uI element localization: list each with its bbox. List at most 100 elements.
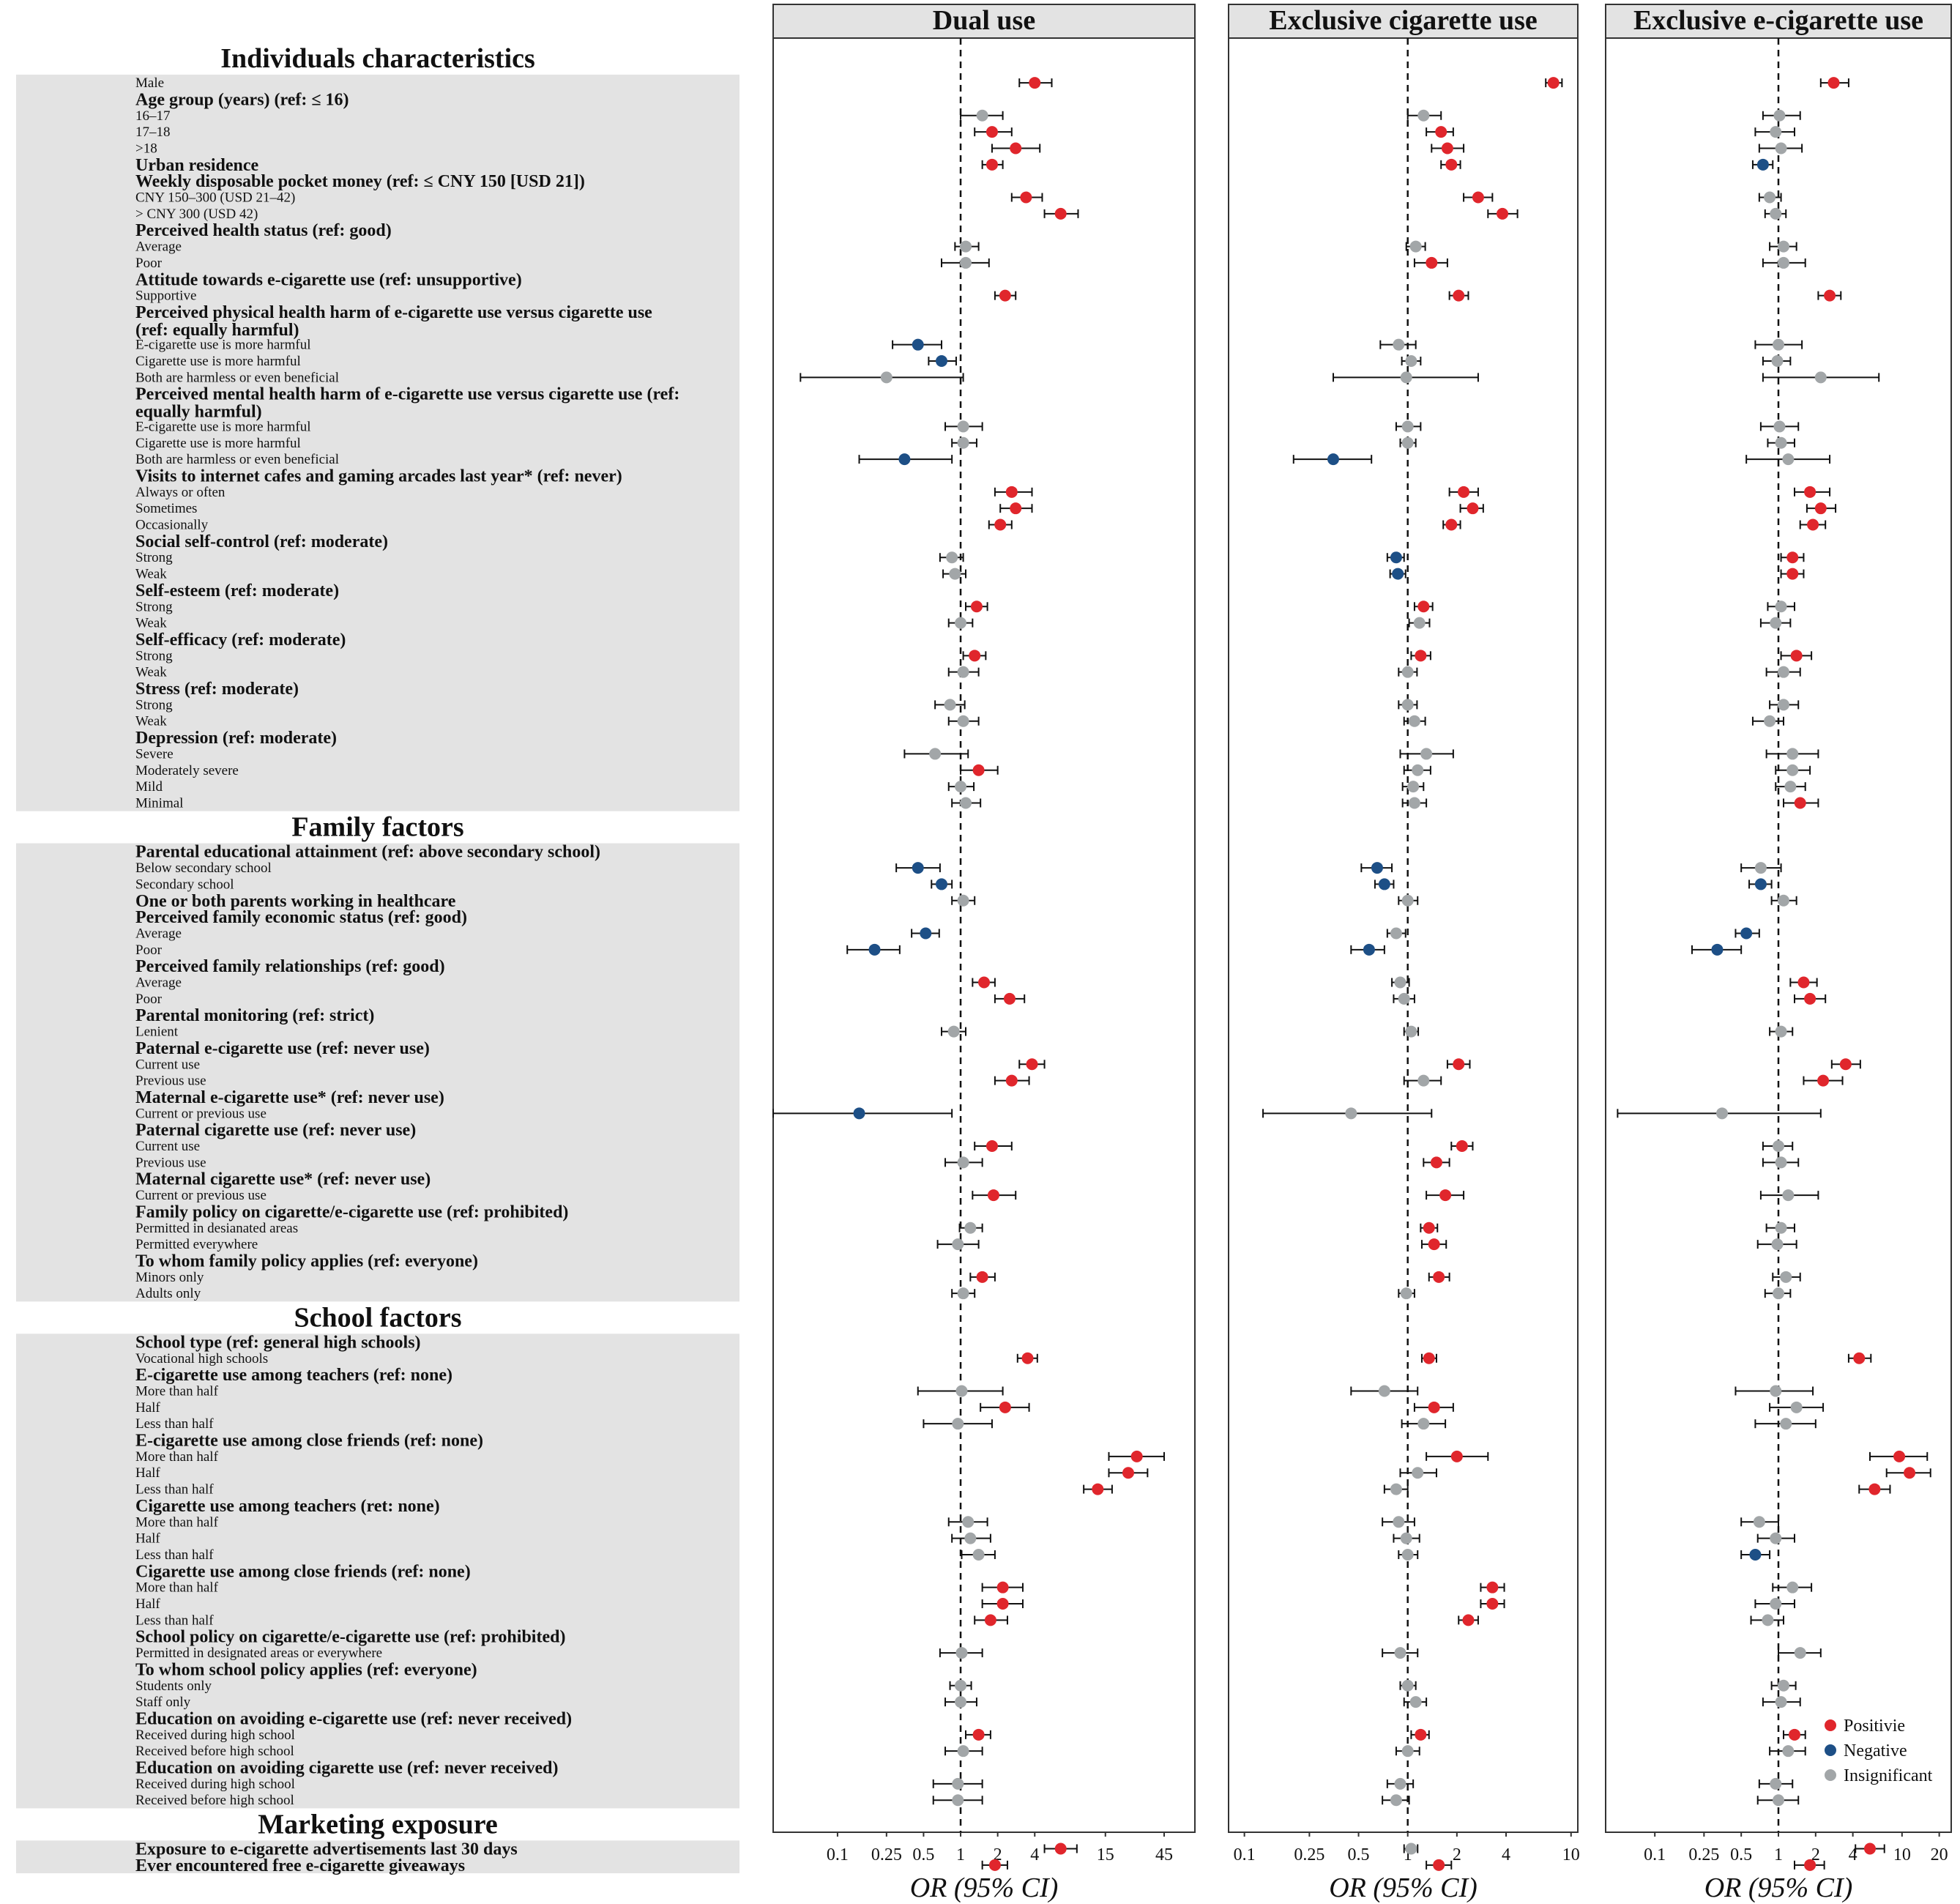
row-label: Received before high school — [135, 1744, 294, 1759]
or-point — [1445, 158, 1458, 171]
x-tick-label: 0.25 — [1294, 1845, 1324, 1864]
or-point — [929, 748, 942, 760]
or-point — [1775, 1696, 1787, 1708]
or-point — [1401, 1679, 1414, 1692]
or-point — [920, 927, 932, 940]
legend-swatch — [1825, 1719, 1836, 1731]
or-point — [1775, 1156, 1787, 1169]
row-label: Below secondary school — [135, 860, 272, 876]
row-label: Strong — [135, 599, 173, 614]
or-point — [1797, 976, 1810, 989]
row-header-label: Exposure to e-cigarette advertisements l… — [135, 1840, 518, 1859]
or-point — [957, 1745, 969, 1758]
or-point — [955, 781, 967, 793]
section-background — [16, 843, 739, 1302]
or-point — [1773, 1140, 1784, 1153]
x-tick-label: 10 — [1893, 1845, 1911, 1864]
or-point — [1853, 1352, 1866, 1364]
or-point — [970, 600, 983, 613]
or-point — [985, 126, 998, 138]
or-point — [1054, 1842, 1067, 1855]
row-label: Both are harmless or even beneficial — [135, 452, 339, 467]
row-label: Cigarette use is more harmful — [135, 354, 301, 369]
row-label: Poor — [135, 942, 163, 958]
or-point — [988, 1859, 1001, 1871]
row-label: Moderately severe — [135, 763, 239, 778]
or-point — [959, 256, 972, 269]
or-point — [972, 1548, 985, 1561]
or-point — [1786, 551, 1799, 564]
or-point — [1398, 992, 1410, 1005]
panel-frame — [1228, 37, 1579, 1833]
or-point — [1005, 486, 1018, 498]
row-label: >18 — [135, 141, 157, 156]
or-point — [1400, 1287, 1412, 1300]
row-label: Supportive — [135, 289, 196, 304]
row-header-label: Depression (ref: moderate) — [135, 729, 337, 748]
row-header-label: Family policy on cigarette/e-cigarette u… — [135, 1202, 568, 1221]
panel-frame — [772, 37, 1196, 1833]
row-label: Lenient — [135, 1024, 179, 1040]
or-point — [959, 797, 972, 809]
or-point — [1003, 992, 1016, 1005]
or-point — [1433, 1271, 1445, 1283]
or-point — [1790, 1401, 1803, 1413]
or-point — [1777, 894, 1789, 907]
row-label: Half — [135, 1465, 160, 1481]
or-point — [1782, 1745, 1795, 1758]
or-point — [1770, 207, 1782, 220]
row-header-label: Cigarette use among teachers (ret: none) — [135, 1497, 440, 1516]
or-point — [1486, 1581, 1499, 1594]
or-point — [1777, 240, 1789, 253]
row-label: 17–18 — [135, 124, 171, 140]
x-tick-label: 0.25 — [871, 1845, 902, 1864]
row-label: 16–17 — [135, 108, 171, 124]
or-point — [1010, 502, 1022, 515]
row-header-label: School policy on cigarette/e-cigarette u… — [135, 1628, 565, 1647]
row-label: More than half — [135, 1514, 219, 1530]
or-point — [985, 1140, 998, 1153]
or-point — [1417, 1074, 1430, 1087]
or-point — [1462, 1614, 1475, 1626]
or-point — [1420, 748, 1433, 760]
or-point — [1401, 894, 1414, 907]
row-header-label: Ever encountered free e-cigarette giveaw… — [135, 1856, 465, 1875]
or-point — [1417, 109, 1430, 122]
row-label: Previous use — [135, 1155, 206, 1170]
or-point — [1453, 289, 1465, 302]
row-label: Weak — [135, 714, 167, 729]
or-point — [1378, 878, 1390, 890]
row-label: Adults only — [135, 1286, 201, 1301]
row-label: Students only — [135, 1678, 212, 1694]
or-point — [1401, 666, 1414, 678]
or-point — [987, 1189, 999, 1202]
or-point — [1408, 715, 1420, 727]
or-point — [1762, 1614, 1774, 1626]
or-point — [935, 878, 947, 890]
or-point — [1790, 650, 1803, 662]
or-point — [1392, 568, 1404, 580]
row-header-label: Perceived family economic status (ref: g… — [135, 908, 467, 927]
or-point — [972, 764, 985, 776]
or-point — [1029, 77, 1041, 89]
or-point — [1804, 1859, 1816, 1871]
or-point — [1122, 1467, 1134, 1479]
or-point — [1754, 862, 1767, 874]
or-point — [946, 551, 958, 564]
or-point — [1827, 77, 1840, 89]
section-title: Individuals characteristics — [220, 43, 535, 74]
legend-label: Positivie — [1844, 1717, 1905, 1736]
or-point — [957, 436, 969, 449]
or-point — [1775, 1221, 1787, 1234]
or-point — [1786, 764, 1799, 776]
or-point — [978, 976, 991, 989]
x-tick-label: 0.1 — [1644, 1845, 1666, 1864]
or-point — [952, 1238, 964, 1251]
row-label: Male — [135, 75, 164, 91]
or-point — [1807, 518, 1819, 531]
row-label: Less than half — [135, 1613, 214, 1628]
row-label: E-cigarette use is more harmful — [135, 419, 311, 434]
or-point — [1780, 1418, 1792, 1430]
or-point — [994, 518, 1007, 531]
